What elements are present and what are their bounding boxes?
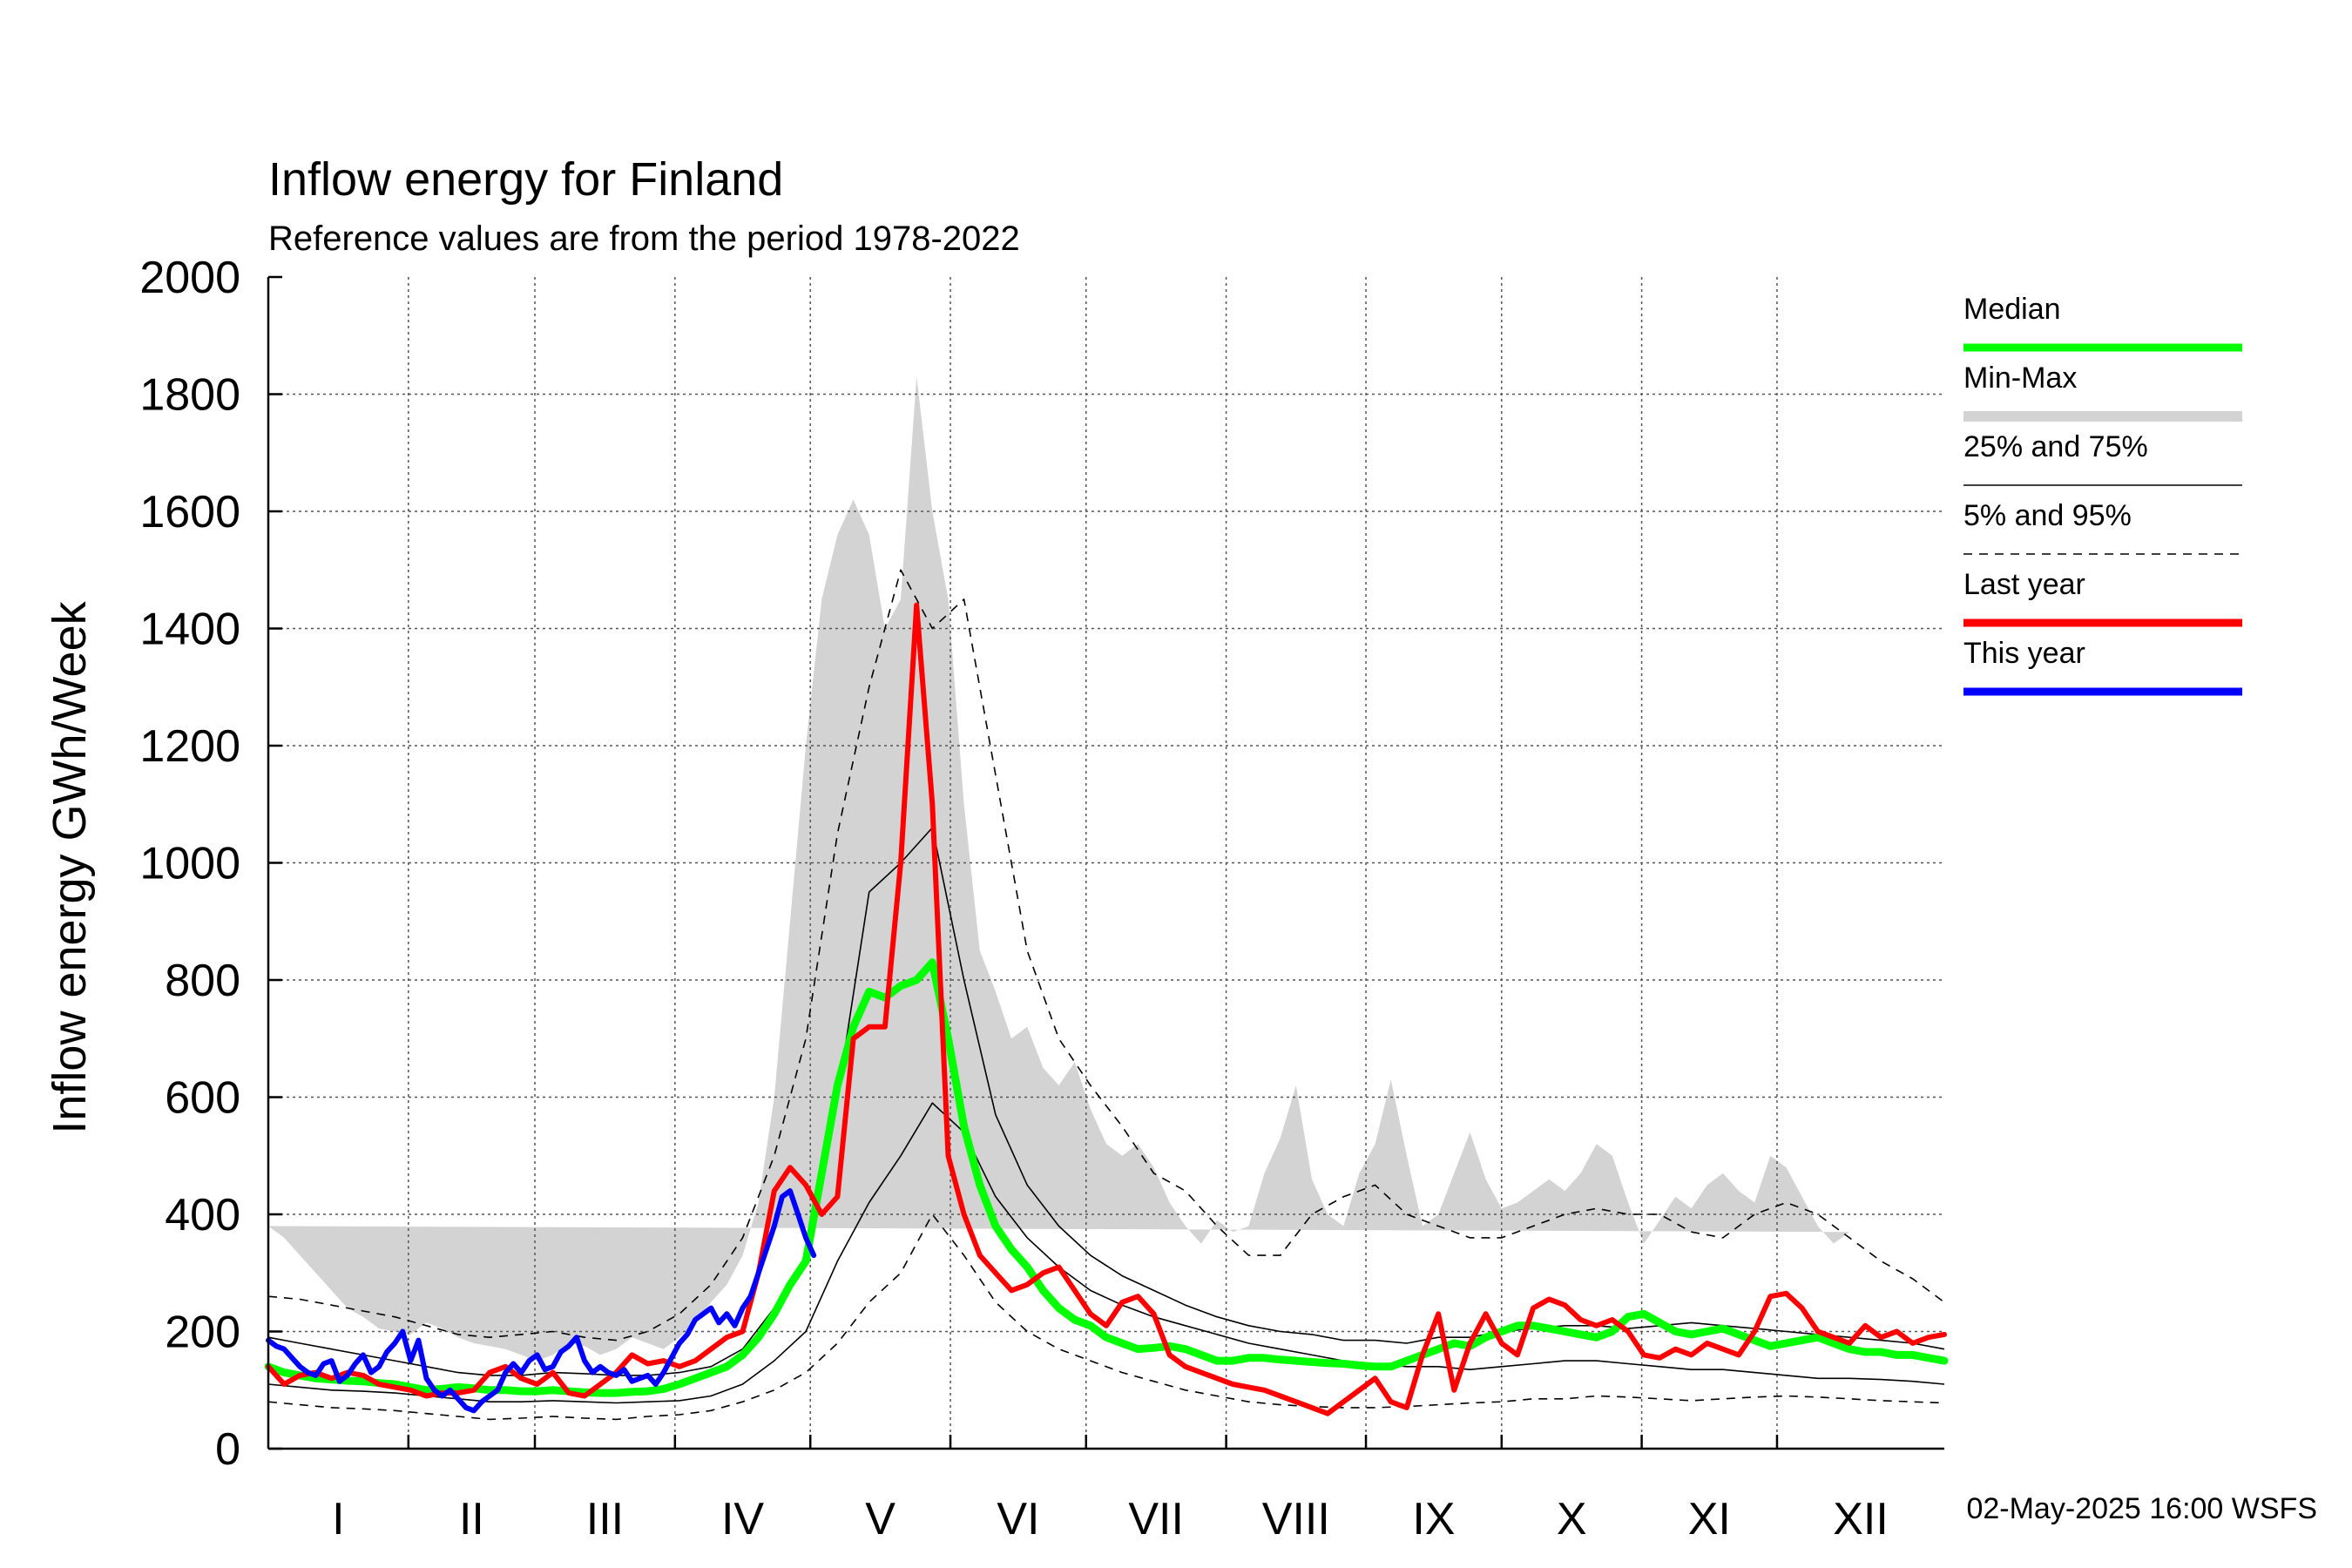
y-tick-label: 400 xyxy=(165,1190,240,1240)
chart-title: Inflow energy for Finland xyxy=(268,153,783,206)
y-tick-label: 1400 xyxy=(139,605,240,655)
legend-label-last-year: Last year xyxy=(1963,568,2085,601)
series-p5-p95-lower xyxy=(267,1213,1945,1421)
y-tick-label: 1600 xyxy=(139,487,240,537)
y-tick-label: 1000 xyxy=(139,839,240,889)
x-tick-label: VIII xyxy=(1262,1494,1330,1544)
y-tick-label: 0 xyxy=(215,1424,240,1475)
x-tick-label: XI xyxy=(1688,1494,1731,1544)
x-tick-label: X xyxy=(1557,1494,1587,1544)
x-tick-label: V xyxy=(865,1494,896,1544)
x-tick-label: III xyxy=(586,1494,624,1544)
x-tick-label: IX xyxy=(1412,1494,1455,1544)
y-tick-label: 200 xyxy=(165,1308,240,1358)
series-last-year-line xyxy=(266,602,1947,1416)
legend-label-25-and-75: 25% and 75% xyxy=(1963,430,2148,463)
legend-label-min-max: Min-Max xyxy=(1963,362,2077,395)
chart-subtitle: Reference values are from the period 197… xyxy=(268,220,1020,258)
legend-label-5-and-95: 5% and 95% xyxy=(1963,499,2132,532)
legend: Median Min-Max 25% and 75% 5% and 95% Last y… xyxy=(1963,293,2242,696)
y-axis-label: Inflow energy GWh/Week xyxy=(44,600,96,1133)
x-tick-label: I xyxy=(332,1494,344,1544)
legend-label-this-year: This year xyxy=(1963,637,2085,670)
x-tick-label: VI xyxy=(997,1494,1039,1544)
y-tick-label: 1800 xyxy=(139,370,240,421)
series-this-year-line xyxy=(266,1188,817,1414)
y-tick-label: 1200 xyxy=(139,721,240,772)
y-tick-label: 600 xyxy=(165,1073,240,1124)
x-tick-label: IV xyxy=(721,1494,764,1544)
y-tick-label: 2000 xyxy=(139,253,240,303)
x-tick-label: II xyxy=(459,1494,484,1544)
series-p5-p95-upper xyxy=(267,569,1945,1342)
legend-label-median: Median xyxy=(1963,293,2061,326)
timestamp: 02-May-2025 16:00 WSFS xyxy=(1966,1492,2317,1525)
series-min-max-band xyxy=(268,376,1850,1362)
series-median-line xyxy=(264,958,1949,1397)
series-p25-p75-lower xyxy=(267,1102,1945,1404)
x-tick-label: VII xyxy=(1128,1494,1184,1544)
x-tick-label: XII xyxy=(1833,1494,1889,1544)
y-tick-label: 800 xyxy=(165,956,240,1006)
